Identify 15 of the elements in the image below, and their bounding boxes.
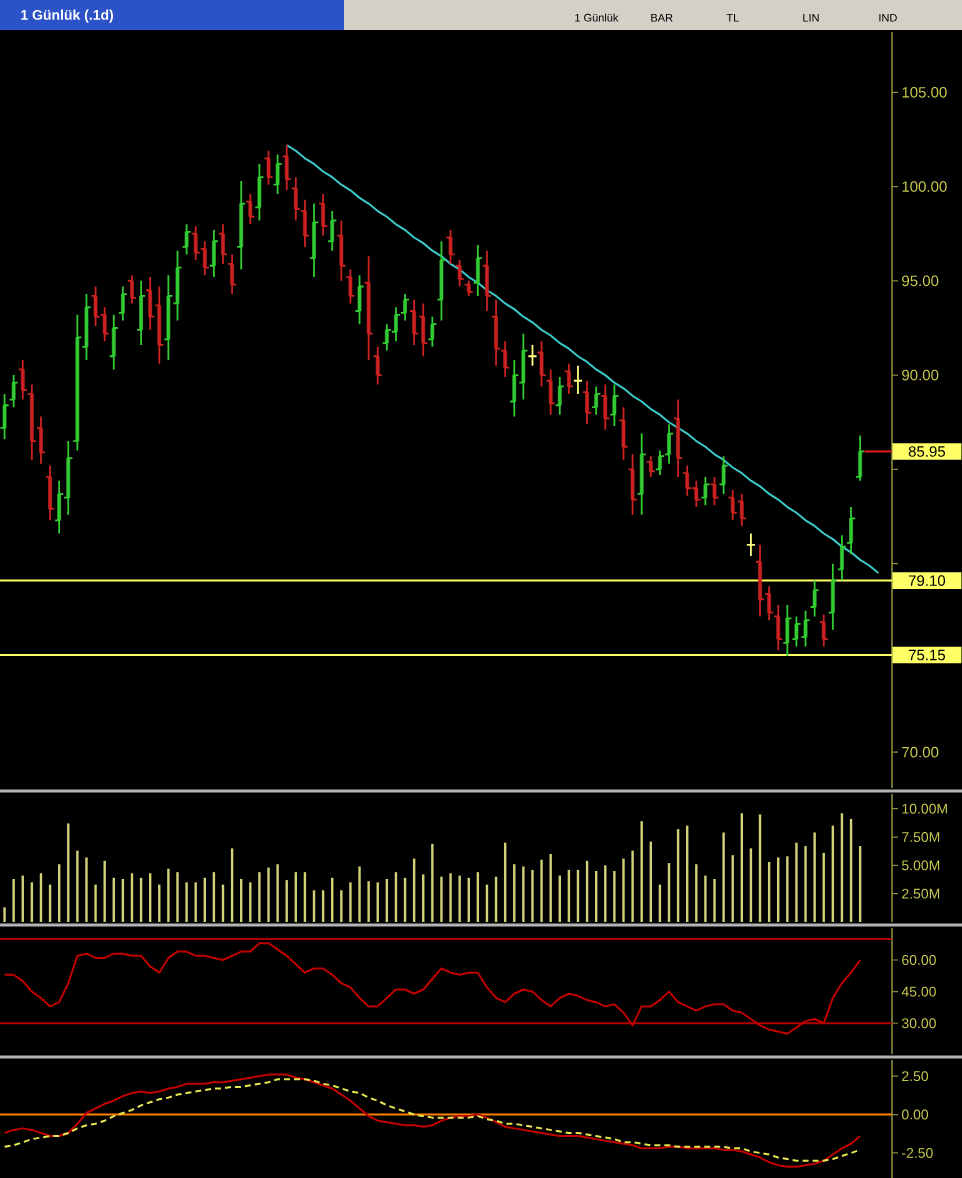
candlestick (709, 476, 720, 507)
candlestick (445, 229, 456, 265)
candlestick (181, 223, 192, 256)
candlestick (618, 406, 629, 461)
candlestick (536, 340, 547, 388)
candlestick (345, 268, 356, 305)
candlestick (354, 274, 365, 326)
candlestick (627, 453, 638, 516)
candlestick (791, 615, 802, 648)
candlestick (263, 149, 274, 186)
candlestick (700, 476, 711, 507)
candlestick (254, 163, 265, 222)
candlestick (800, 609, 811, 648)
candlestick (436, 240, 447, 322)
candlestick (0, 393, 10, 441)
